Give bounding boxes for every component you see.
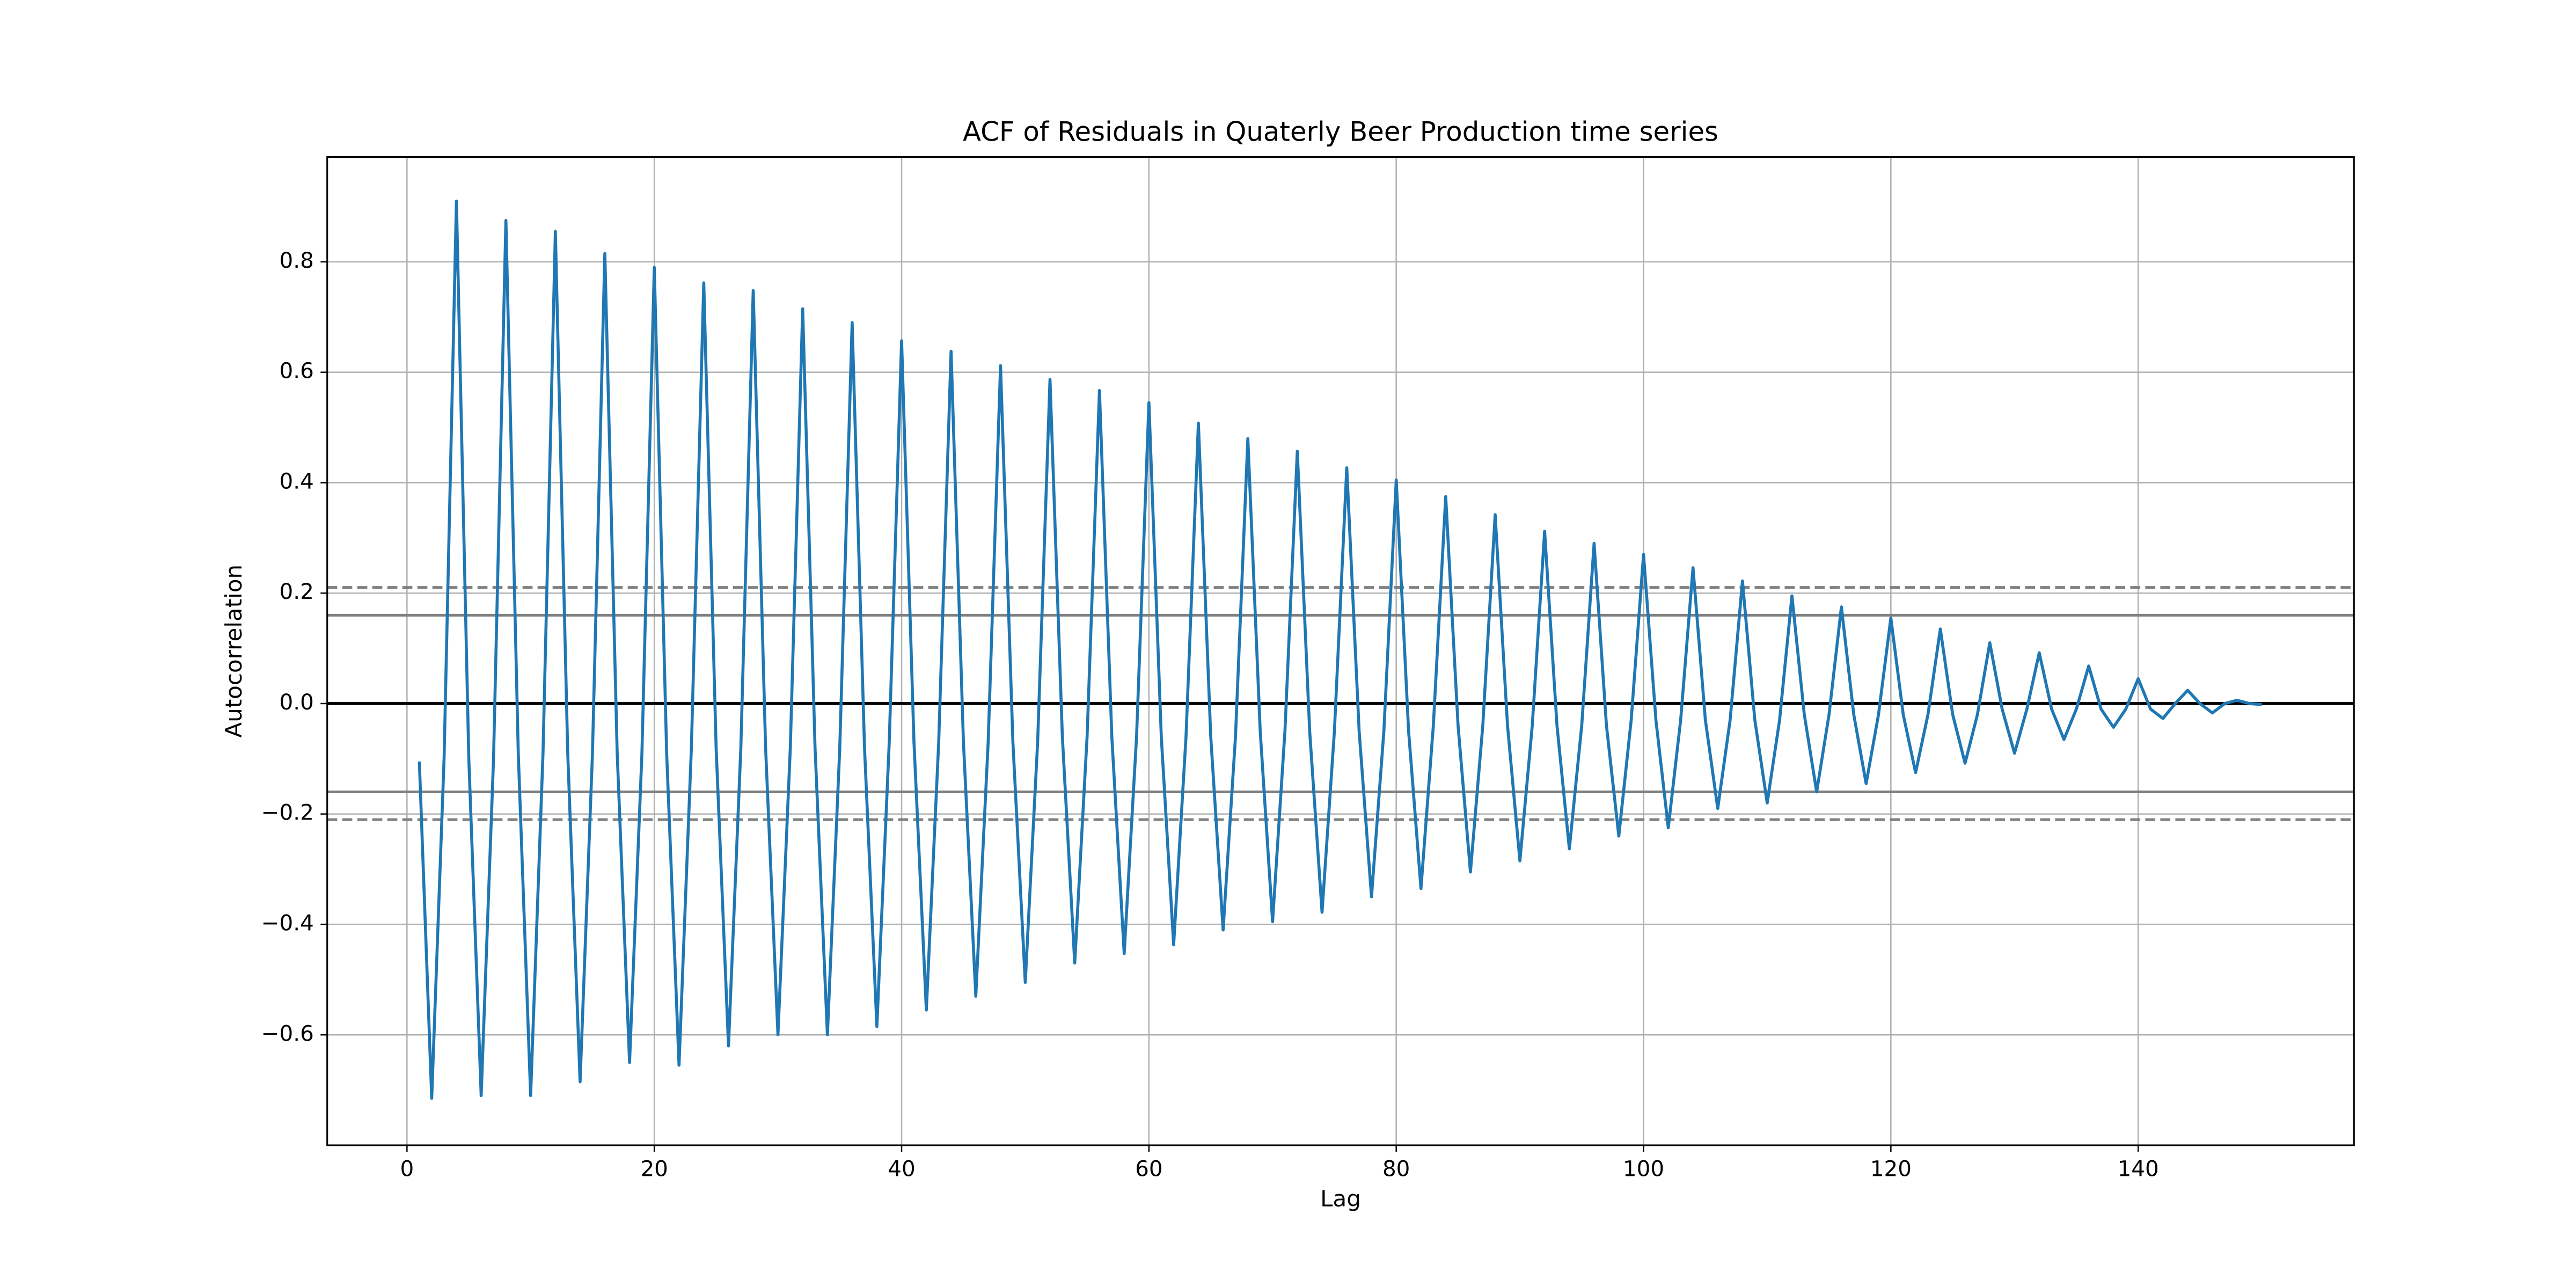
y-tick-label: 0.6 bbox=[280, 358, 314, 384]
y-tick-label: −0.2 bbox=[261, 800, 314, 825]
y-tick-label: −0.4 bbox=[261, 910, 314, 935]
y-tick-label: 0.4 bbox=[280, 468, 314, 494]
x-tick-label: 20 bbox=[640, 1156, 668, 1182]
x-tick-label: 0 bbox=[400, 1156, 414, 1182]
y-tick-label: −0.6 bbox=[261, 1020, 314, 1046]
x-tick-label: 100 bbox=[1623, 1156, 1664, 1182]
acf-line bbox=[418, 199, 2262, 1100]
x-tick-label: 140 bbox=[2118, 1156, 2159, 1182]
y-tick-label: 0.2 bbox=[280, 579, 314, 604]
plot-frame bbox=[326, 156, 2355, 1146]
x-axis-title: Lag bbox=[1320, 1185, 1361, 1212]
y-axis-title: Autocorrelation bbox=[221, 565, 247, 738]
x-tick-label: 120 bbox=[1870, 1156, 1912, 1182]
y-tick-label: 0.8 bbox=[280, 247, 314, 273]
chart-title: ACF of Residuals in Quaterly Beer Produc… bbox=[963, 116, 1718, 147]
x-tick-label: 80 bbox=[1382, 1156, 1410, 1182]
y-tick-label: 0.0 bbox=[280, 689, 314, 715]
x-tick-label: 40 bbox=[888, 1156, 915, 1182]
x-tick-label: 60 bbox=[1135, 1156, 1162, 1182]
